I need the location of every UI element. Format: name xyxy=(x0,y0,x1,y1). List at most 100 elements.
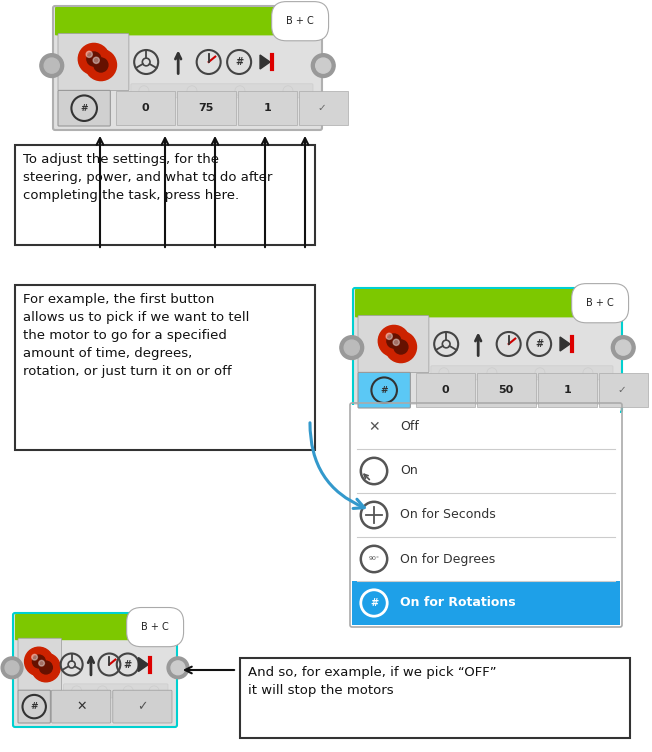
FancyBboxPatch shape xyxy=(64,684,168,698)
Text: On for Degrees: On for Degrees xyxy=(400,553,496,566)
Circle shape xyxy=(5,661,19,675)
Text: #: # xyxy=(124,660,132,669)
Circle shape xyxy=(123,686,133,696)
Bar xyxy=(352,449,620,493)
FancyBboxPatch shape xyxy=(113,690,172,723)
Bar xyxy=(240,658,630,738)
Circle shape xyxy=(283,86,293,96)
FancyBboxPatch shape xyxy=(177,92,235,125)
Text: #: # xyxy=(370,598,378,608)
Circle shape xyxy=(387,334,401,348)
FancyBboxPatch shape xyxy=(58,90,110,126)
Circle shape xyxy=(171,661,185,675)
FancyBboxPatch shape xyxy=(58,33,129,90)
Polygon shape xyxy=(138,657,149,672)
Circle shape xyxy=(72,686,82,696)
Circle shape xyxy=(312,53,335,77)
Text: On for Seconds: On for Seconds xyxy=(400,508,496,521)
FancyBboxPatch shape xyxy=(431,365,613,380)
FancyBboxPatch shape xyxy=(238,92,297,125)
Circle shape xyxy=(394,340,408,354)
Text: On for Rotations: On for Rotations xyxy=(400,596,516,610)
FancyBboxPatch shape xyxy=(18,690,50,723)
FancyBboxPatch shape xyxy=(55,7,320,35)
Text: 75: 75 xyxy=(198,103,214,114)
Circle shape xyxy=(39,661,52,674)
FancyBboxPatch shape xyxy=(131,83,313,98)
Circle shape xyxy=(40,53,64,77)
Text: #: # xyxy=(80,104,88,113)
Circle shape xyxy=(615,340,630,355)
FancyBboxPatch shape xyxy=(477,374,536,407)
Text: B + C: B + C xyxy=(586,299,614,308)
Circle shape xyxy=(386,333,393,339)
Circle shape xyxy=(535,368,545,378)
Text: ✓: ✓ xyxy=(137,700,147,713)
FancyBboxPatch shape xyxy=(52,690,111,723)
Bar xyxy=(352,493,620,537)
Bar xyxy=(352,581,620,625)
Circle shape xyxy=(340,335,364,359)
FancyBboxPatch shape xyxy=(115,92,175,125)
Circle shape xyxy=(583,368,593,378)
Text: B + C: B + C xyxy=(141,622,169,632)
Text: On: On xyxy=(400,465,418,478)
FancyBboxPatch shape xyxy=(299,92,348,125)
Text: B + C: B + C xyxy=(286,17,314,26)
Polygon shape xyxy=(560,337,570,351)
Polygon shape xyxy=(260,55,270,69)
Text: #: # xyxy=(31,702,38,711)
FancyBboxPatch shape xyxy=(353,288,622,412)
FancyBboxPatch shape xyxy=(18,638,61,691)
Text: 1: 1 xyxy=(563,385,571,396)
Circle shape xyxy=(25,647,53,676)
Text: To adjust the settings, for the
steering, power, and what to do after
completing: To adjust the settings, for the steering… xyxy=(23,153,273,202)
Circle shape xyxy=(612,335,635,359)
Circle shape xyxy=(235,86,245,96)
Text: #: # xyxy=(535,339,543,349)
Text: Off: Off xyxy=(400,420,419,433)
Circle shape xyxy=(87,52,101,66)
FancyBboxPatch shape xyxy=(13,613,177,727)
Text: 0: 0 xyxy=(141,103,149,114)
Bar xyxy=(352,405,620,449)
Text: ✓: ✓ xyxy=(617,385,627,396)
Circle shape xyxy=(149,686,159,696)
Text: 1: 1 xyxy=(263,103,271,114)
Circle shape xyxy=(187,86,197,96)
FancyBboxPatch shape xyxy=(358,315,429,372)
FancyBboxPatch shape xyxy=(358,372,410,408)
Circle shape xyxy=(32,654,37,660)
Circle shape xyxy=(97,686,108,696)
FancyBboxPatch shape xyxy=(416,374,475,407)
Circle shape xyxy=(38,660,44,666)
Text: 0: 0 xyxy=(441,385,449,396)
Circle shape xyxy=(385,332,417,362)
Circle shape xyxy=(316,58,331,73)
FancyBboxPatch shape xyxy=(15,614,175,640)
Circle shape xyxy=(85,50,117,80)
Circle shape xyxy=(167,657,189,679)
FancyBboxPatch shape xyxy=(599,374,647,407)
Text: And so, for example, if we pick “OFF”
it will stop the motors: And so, for example, if we pick “OFF” it… xyxy=(248,666,497,697)
Text: #: # xyxy=(380,386,388,395)
Circle shape xyxy=(33,655,46,668)
FancyBboxPatch shape xyxy=(53,6,322,130)
FancyBboxPatch shape xyxy=(538,374,597,407)
Circle shape xyxy=(31,653,60,682)
Text: 90°: 90° xyxy=(368,556,379,562)
Text: ✕: ✕ xyxy=(368,420,380,434)
Circle shape xyxy=(393,339,399,345)
FancyBboxPatch shape xyxy=(355,289,620,317)
Circle shape xyxy=(44,58,59,73)
Bar xyxy=(352,537,620,581)
Circle shape xyxy=(139,86,149,96)
Circle shape xyxy=(78,44,110,74)
Bar xyxy=(15,145,315,245)
Circle shape xyxy=(344,340,359,355)
Circle shape xyxy=(439,368,449,378)
Text: 50: 50 xyxy=(499,385,514,396)
Text: ✓: ✓ xyxy=(318,103,327,114)
Text: For example, the first button
allows us to pick if we want to tell
the motor to : For example, the first button allows us … xyxy=(23,293,249,378)
Bar xyxy=(15,285,315,450)
